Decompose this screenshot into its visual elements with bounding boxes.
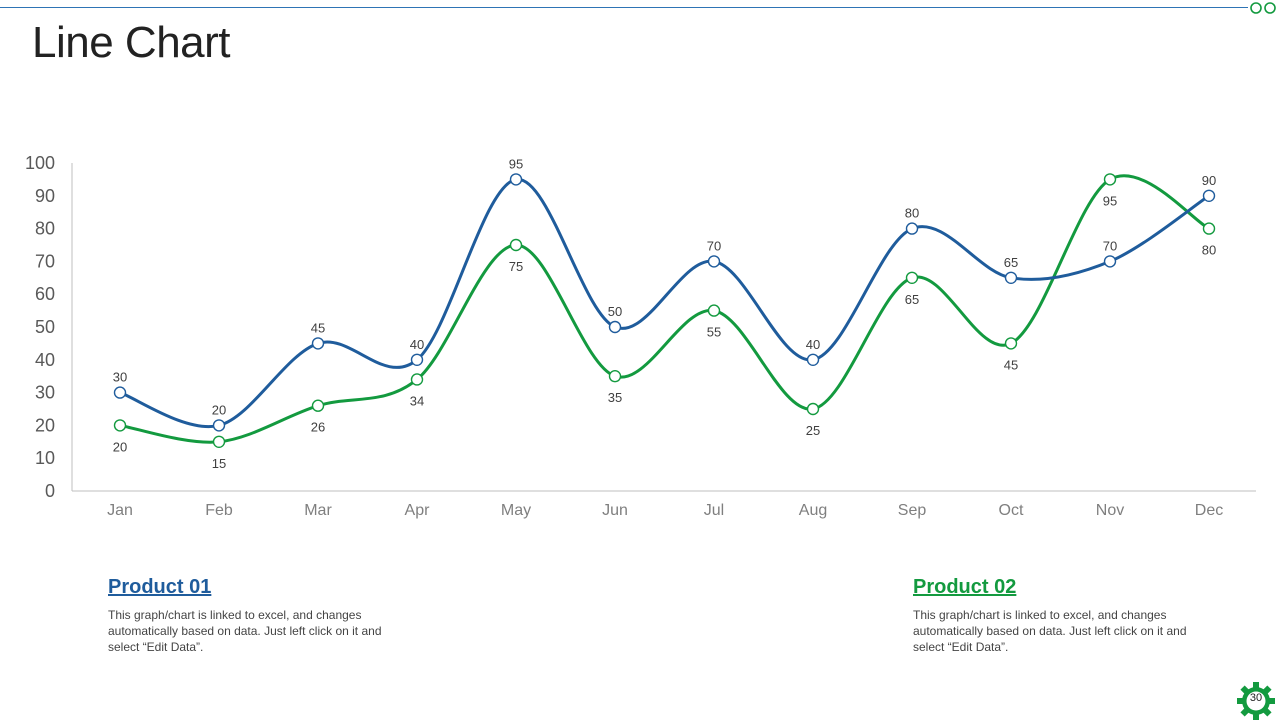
x-tick-label: Jul bbox=[704, 502, 724, 519]
x-tick-label: Aug bbox=[799, 502, 827, 519]
series-2-data-label: 15 bbox=[212, 456, 226, 471]
series-2-data-label: 95 bbox=[1103, 193, 1117, 208]
series-2-point bbox=[608, 370, 622, 383]
y-tick-label: 20 bbox=[35, 415, 55, 435]
series-2-data-label: 55 bbox=[707, 325, 721, 340]
x-tick-label: Dec bbox=[1195, 502, 1223, 519]
series-1-point bbox=[1202, 189, 1216, 203]
series-1-data-label: 50 bbox=[608, 304, 622, 319]
series-2-data-label: 26 bbox=[311, 420, 325, 435]
series-2-point bbox=[1004, 337, 1018, 350]
series-1-point bbox=[311, 337, 325, 350]
series-2-data-label: 75 bbox=[509, 259, 523, 274]
line-chart[interactable]: 0 10 20 30 40 50 60 70 80 90 100 Jan Feb Mar Apr May Jun… bbox=[0, 0, 1280, 540]
series-2-point bbox=[1103, 173, 1117, 186]
series-2-data-label: 25 bbox=[806, 423, 820, 438]
y-tick-label: 80 bbox=[35, 219, 55, 239]
x-tick-label: Feb bbox=[205, 502, 233, 519]
series-2-data-label: 34 bbox=[410, 393, 424, 408]
product-02-title[interactable]: Product 02 bbox=[913, 576, 1017, 598]
product-01-title[interactable]: Product 01 bbox=[108, 576, 212, 598]
series-2-data-label: 35 bbox=[608, 390, 622, 405]
y-tick-label: 100 bbox=[25, 153, 55, 173]
series-1-point bbox=[806, 353, 820, 366]
series-2-data-label: 45 bbox=[1004, 357, 1018, 372]
product-01-block: Product 01 This graph/chart is linked to… bbox=[108, 576, 388, 655]
series-1-point bbox=[1004, 271, 1018, 284]
y-tick-label: 70 bbox=[35, 251, 55, 271]
product-02-block: Product 02 This graph/chart is linked to… bbox=[913, 576, 1193, 655]
series-1-point bbox=[1103, 255, 1117, 268]
series-2-point bbox=[410, 373, 424, 386]
series-2-point bbox=[113, 419, 127, 432]
series-2-point bbox=[707, 304, 721, 317]
y-tick-label: 40 bbox=[35, 350, 55, 370]
slide-title: Line Chart bbox=[32, 18, 231, 67]
y-tick-label: 90 bbox=[35, 186, 55, 206]
series-1-point bbox=[905, 222, 919, 235]
x-tick-label: Apr bbox=[405, 502, 431, 519]
page-number: 30 bbox=[1249, 692, 1263, 704]
series-1-point bbox=[707, 255, 721, 268]
series-2-line bbox=[118, 174, 1211, 444]
y-tick-label: 10 bbox=[35, 448, 55, 468]
top-rule bbox=[0, 7, 1248, 8]
series-2-point bbox=[311, 399, 325, 412]
product-02-description: This graph/chart is linked to excel, and… bbox=[913, 608, 1187, 654]
series-1-data-label: 80 bbox=[905, 206, 919, 221]
gear-icon bbox=[1237, 682, 1275, 720]
series-1-point bbox=[410, 353, 424, 366]
series-1-data-label: 45 bbox=[311, 320, 325, 335]
x-tick-label: Oct bbox=[999, 502, 1024, 519]
series-1-point bbox=[212, 419, 226, 432]
y-tick-label: 50 bbox=[35, 317, 55, 337]
series-1-data-label: 65 bbox=[1004, 255, 1018, 270]
series-1-data-label: 20 bbox=[212, 402, 226, 417]
product-01-description: This graph/chart is linked to excel, and… bbox=[108, 608, 382, 654]
x-tick-label: May bbox=[501, 502, 531, 519]
series-1-data-label: 70 bbox=[707, 238, 721, 253]
series-2-point bbox=[509, 238, 523, 252]
y-tick-label: 30 bbox=[35, 383, 55, 403]
series-1-line bbox=[118, 177, 1211, 429]
series-2-data-label: 65 bbox=[905, 292, 919, 307]
series-1-data-label: 95 bbox=[509, 156, 523, 171]
y-tick-label: 0 bbox=[45, 481, 55, 501]
y-tick-label: 60 bbox=[35, 284, 55, 304]
x-tick-label: Jan bbox=[107, 502, 133, 519]
series-1-point bbox=[509, 173, 523, 186]
series-1-data-label: 90 bbox=[1202, 173, 1216, 188]
series-1-data-label: 40 bbox=[410, 337, 424, 352]
x-tick-label: Nov bbox=[1096, 502, 1124, 519]
chain-link-icon bbox=[1250, 2, 1276, 14]
series-1-data-label: 40 bbox=[806, 337, 820, 352]
series-2-point bbox=[806, 402, 820, 416]
series-1-data-label: 30 bbox=[113, 370, 127, 385]
x-tick-label: Jun bbox=[602, 502, 628, 519]
series-2-point bbox=[905, 271, 919, 284]
series-2-point bbox=[1202, 222, 1216, 235]
series-1-data-label: 70 bbox=[1103, 238, 1117, 253]
series-2-point bbox=[212, 435, 226, 448]
series-2-data-label: 20 bbox=[113, 439, 127, 454]
series-1-point bbox=[113, 386, 127, 399]
x-tick-label: Mar bbox=[304, 502, 332, 519]
series-2-data-label: 80 bbox=[1202, 243, 1216, 258]
x-tick-label: Sep bbox=[898, 502, 927, 519]
series-1-point bbox=[608, 320, 622, 334]
